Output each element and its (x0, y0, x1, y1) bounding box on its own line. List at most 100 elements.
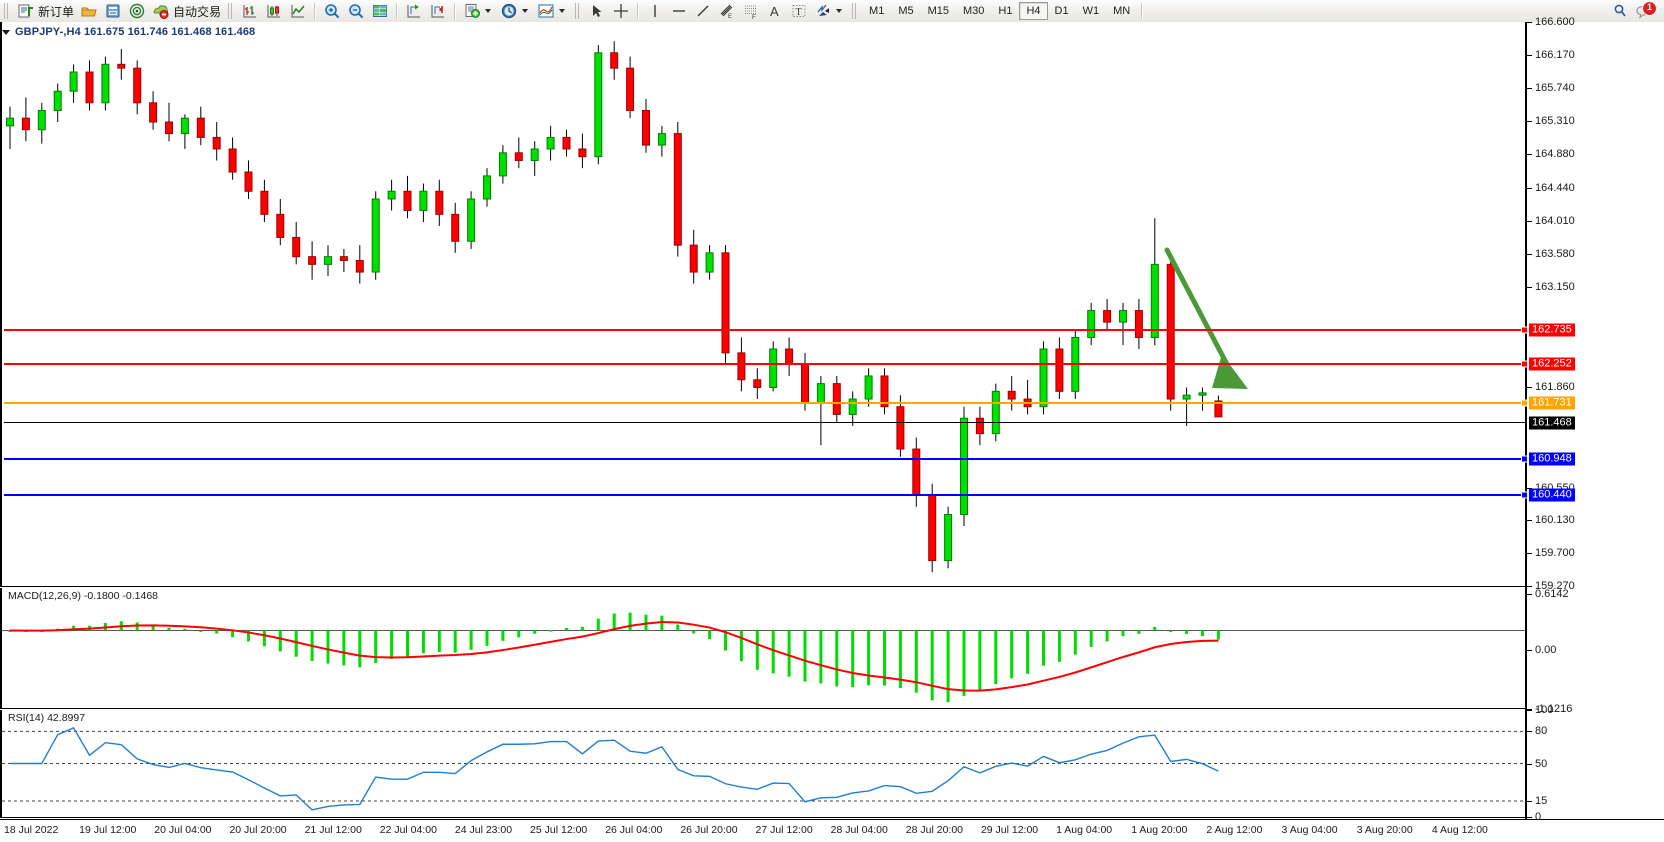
timeframe-d1[interactable]: D1 (1054, 5, 1069, 17)
bearish-trend-arrow[interactable] (1152, 222, 1282, 422)
timeframe-m5[interactable]: M5 (898, 5, 914, 17)
chevron-down-icon-3[interactable] (559, 9, 566, 13)
resistance-line-2[interactable] (4, 363, 1527, 365)
horizontal-line-tool-button[interactable] (667, 1, 691, 21)
time-tick-label: 21 Jul 12:00 (304, 824, 362, 836)
price-tick-label: 160.130 (1535, 513, 1575, 526)
auto-scroll-icon (405, 2, 423, 20)
time-axis[interactable]: 18 Jul 2022 19 Jul 12:00 20 Jul 04:00 20 Ju… (0, 819, 1664, 842)
macd-tick (1527, 594, 1532, 595)
chart-window[interactable]: GBPJPY-,H4 161.675 161.746 161.468 161.4… (0, 16, 1664, 842)
macd-tick-label: 0.6142 (1535, 588, 1569, 600)
chevron-down-icon-2[interactable] (522, 9, 529, 13)
pivot-line-tag[interactable]: 161.731 (1529, 396, 1575, 410)
support-line-2-tag[interactable]: 160.440 (1529, 488, 1575, 502)
price-tick (1527, 254, 1532, 256)
zoom-out-button[interactable] (344, 1, 368, 21)
price-tick (1527, 586, 1532, 587)
add-indicator-button[interactable] (460, 1, 497, 21)
autotrading-label: 自动交易 (173, 4, 222, 19)
svg-text:E: E (728, 14, 732, 20)
publish-button[interactable] (77, 1, 101, 21)
resistance-line-2-handle[interactable] (1521, 360, 1528, 368)
timeframe-h4[interactable]: H4 (1019, 2, 1048, 20)
support-line-1-handle[interactable] (1521, 455, 1528, 463)
price-tick (1527, 487, 1532, 489)
toolbar-separator-2 (396, 3, 399, 19)
price-tick (1527, 552, 1532, 554)
trendline-tool-button[interactable] (691, 1, 715, 21)
vertical-line-tool-button[interactable] (643, 1, 667, 21)
price-tick-label: 164.880 (1535, 148, 1575, 161)
timeframe-mn[interactable]: MN (1113, 5, 1131, 17)
support-line-1-tag[interactable]: 160.948 (1529, 452, 1575, 466)
chart-menu-triangle-icon[interactable] (2, 29, 10, 35)
macd-pane[interactable]: MACD(12,26,9) -0.1800 -0.1468 (0, 588, 1525, 709)
timeframe-w1[interactable]: W1 (1082, 5, 1100, 17)
text-label-tool-button[interactable]: T (787, 1, 811, 21)
pivot-line-handle[interactable] (1521, 399, 1528, 407)
price-pane[interactable] (0, 22, 1528, 587)
chat-button[interactable]: 1 (1632, 1, 1657, 21)
data-window-button[interactable] (368, 1, 392, 21)
bar-chart-button[interactable] (238, 1, 262, 21)
zoom-in-icon (323, 2, 341, 20)
toolbar-grip-2[interactable] (228, 3, 235, 19)
search-button[interactable] (1608, 1, 1632, 21)
period-button[interactable] (497, 1, 534, 21)
signals-button[interactable] (125, 1, 149, 21)
toolbar-grip[interactable] (4, 3, 10, 19)
price-tick-label: 165.740 (1535, 82, 1575, 95)
svg-text:A: A (770, 4, 779, 19)
candlestick-button[interactable] (262, 1, 286, 21)
price-tick (1527, 386, 1532, 388)
rsi-series (2, 726, 1525, 811)
text-tool-button[interactable]: A (763, 1, 787, 21)
zoom-in-button[interactable] (320, 1, 344, 21)
current-price-line (4, 422, 1527, 423)
templates-button[interactable] (534, 1, 571, 21)
cursor-tool-button[interactable] (585, 1, 609, 21)
timeframe-h1[interactable]: H1 (998, 5, 1013, 17)
trendline-icon (694, 2, 712, 20)
autotrading-button[interactable]: 自动交易 (149, 1, 224, 21)
macd-tick (1527, 650, 1532, 651)
equidistant-channel-tool-button[interactable]: E (715, 1, 739, 21)
price-tick-label: 159.270 (1535, 580, 1575, 592)
resistance-line-2-tag[interactable]: 162.252 (1529, 357, 1575, 371)
resistance-line-1-tag[interactable]: 162.735 (1529, 323, 1575, 337)
objects-tool-button[interactable] (811, 1, 848, 21)
toolbar-separator-5 (1141, 3, 1144, 19)
folder-icon (80, 2, 98, 20)
support-line-2[interactable] (4, 494, 1527, 496)
price-axis[interactable]: 166.600 166.170 165.740 165.310 164.880 164.4… (1525, 16, 1664, 823)
chart-title-bar[interactable]: GBPJPY-,H4 161.675 161.746 161.468 161.4… (2, 25, 255, 39)
time-tick-label: 1 Aug 20:00 (1131, 824, 1188, 836)
auto-scroll-button[interactable] (402, 1, 426, 21)
resistance-line-1[interactable] (4, 329, 1527, 331)
line-chart-button[interactable] (286, 1, 310, 21)
timeframe-m15[interactable]: M15 (927, 5, 949, 17)
time-tick-label: 2 Aug 12:00 (1206, 824, 1263, 836)
terminal-button[interactable] (101, 1, 125, 21)
crosshair-icon (612, 2, 630, 20)
pivot-line[interactable] (4, 402, 1527, 404)
resistance-line-1-handle[interactable] (1521, 326, 1528, 334)
fibonacci-tool-button[interactable]: F (739, 1, 763, 21)
crosshair-tool-button[interactable] (609, 1, 633, 21)
new-order-button[interactable]: 新订单 (14, 1, 77, 21)
chevron-down-icon[interactable] (485, 9, 492, 13)
timeframe-m30[interactable]: M30 (963, 5, 985, 17)
price-tick-label: 166.170 (1535, 49, 1575, 62)
data-window-icon (371, 2, 389, 20)
support-line-2-handle[interactable] (1521, 491, 1528, 499)
toolbar-grip-3[interactable] (575, 3, 582, 19)
support-line-1[interactable] (4, 458, 1527, 460)
chart-shift-button[interactable] (426, 1, 450, 21)
time-tick-label: 3 Aug 04:00 (1281, 824, 1338, 836)
current-price-line-tag[interactable]: 161.468 (1529, 416, 1575, 430)
chevron-down-icon-4[interactable] (836, 9, 843, 13)
timeframe-m1[interactable]: M1 (869, 5, 885, 17)
rsi-pane[interactable]: RSI(14) 42.8997 (0, 710, 1525, 818)
toolbar-grip-4[interactable] (852, 3, 859, 19)
